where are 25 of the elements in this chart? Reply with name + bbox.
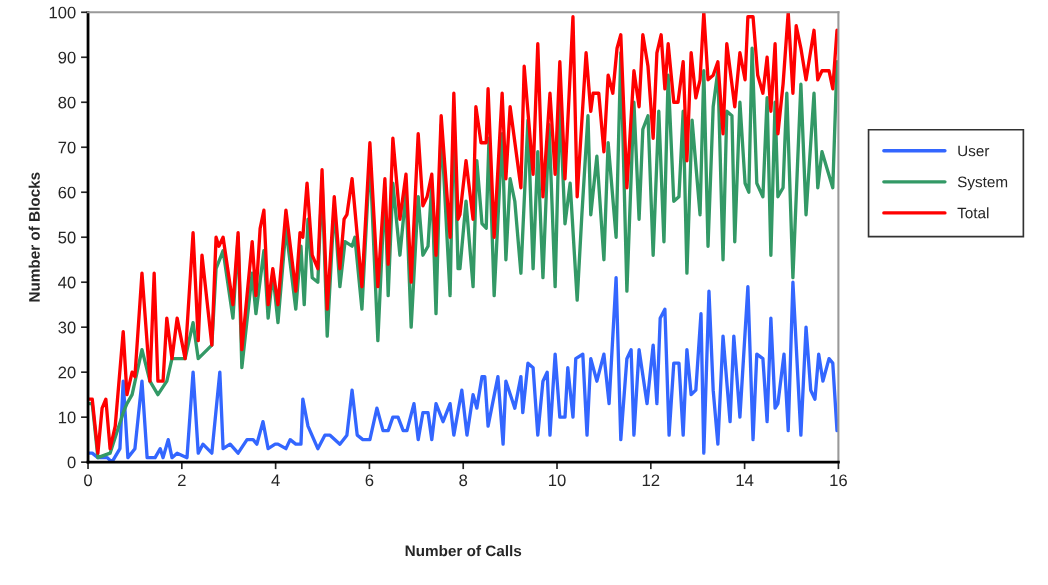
x-tick-label: 14 xyxy=(736,474,754,487)
x-tick-label: 6 xyxy=(365,474,374,487)
y-tick-label: 20 xyxy=(58,366,76,379)
x-axis-title: Number of Calls xyxy=(405,545,522,557)
y-tick-label: 60 xyxy=(58,186,76,199)
y-tick-label: 80 xyxy=(58,96,76,109)
y-axis-title: Number of Blocks xyxy=(28,172,40,302)
x-tick-label: 4 xyxy=(271,474,280,487)
x-tick-label: 8 xyxy=(459,474,468,487)
x-tick-label: 16 xyxy=(830,474,847,487)
y-tick-label: 10 xyxy=(58,411,76,424)
y-tick-label: 90 xyxy=(58,51,76,64)
y-tick-label: 50 xyxy=(58,231,76,244)
x-tick-label: 0 xyxy=(84,474,93,487)
legend-label: User xyxy=(958,145,990,157)
y-tick-label: 0 xyxy=(67,456,76,469)
legend-label: Total xyxy=(957,207,989,219)
y-tick-label: 40 xyxy=(58,276,76,289)
y-tick-label: 70 xyxy=(58,141,76,154)
x-tick-label: 10 xyxy=(549,474,566,487)
y-tick-label: 30 xyxy=(58,321,76,334)
legend-label: System xyxy=(957,176,1008,191)
y-tick-label: 100 xyxy=(49,6,76,19)
x-tick-label: 12 xyxy=(642,474,660,487)
x-tick-label: 2 xyxy=(178,474,186,487)
